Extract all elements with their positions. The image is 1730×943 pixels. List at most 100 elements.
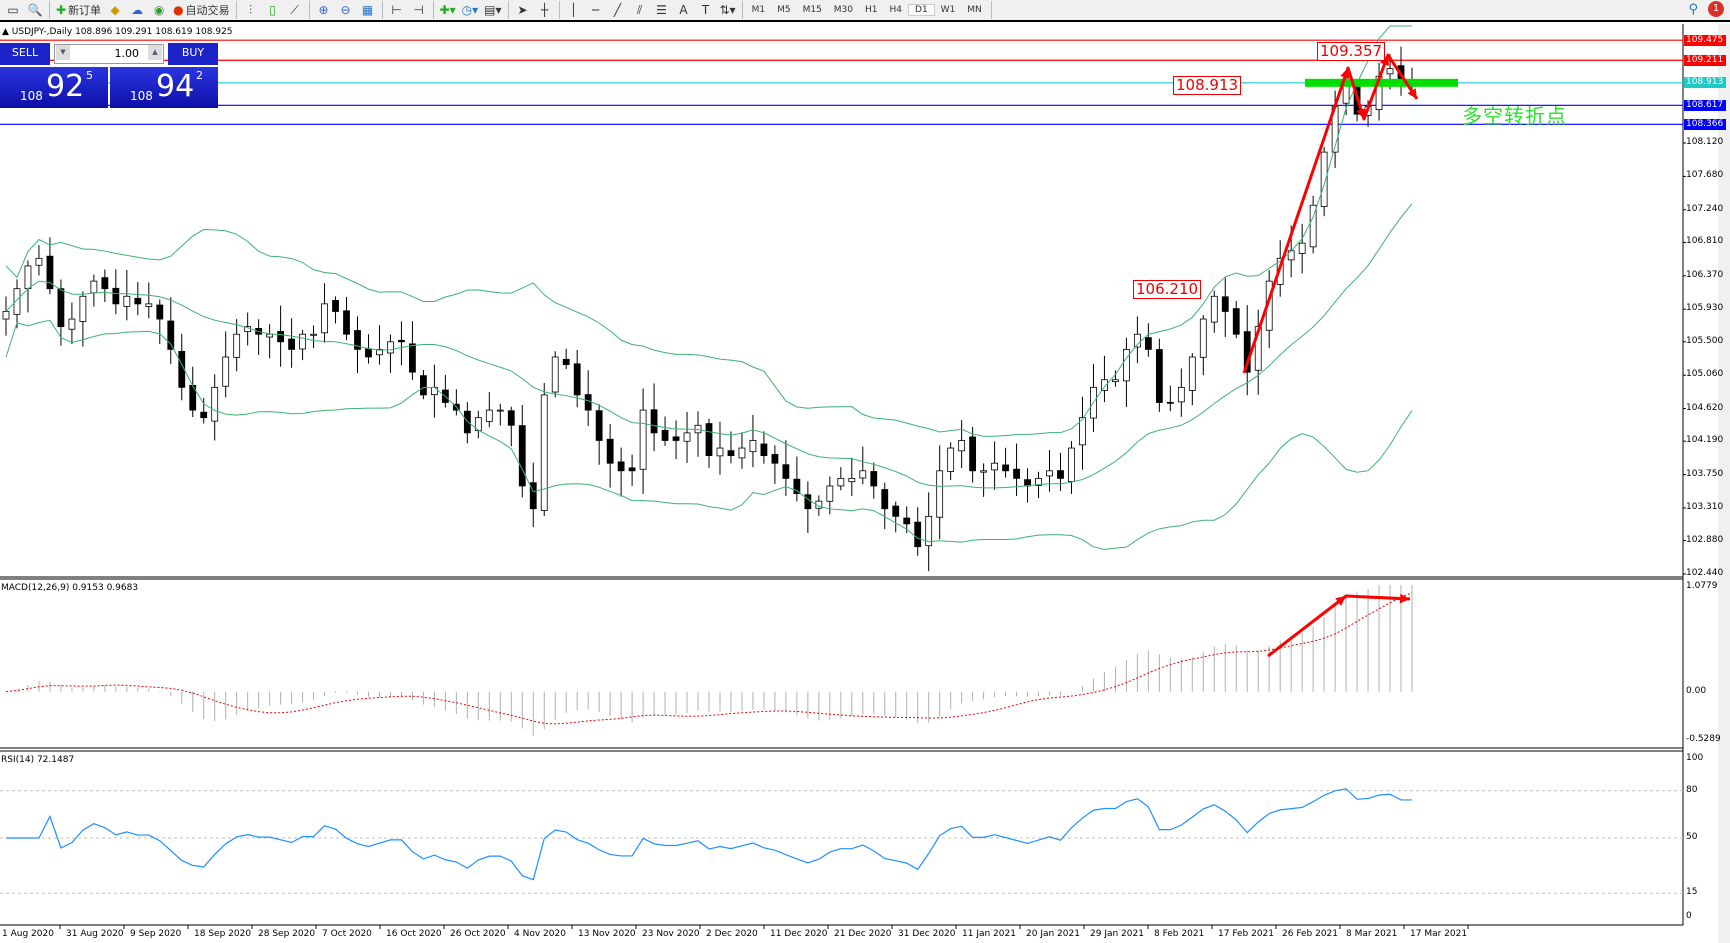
date-axis-label: 4 Nov 2020 bbox=[514, 929, 566, 939]
text-label-icon[interactable]: T bbox=[701, 3, 710, 17]
candle-body bbox=[1101, 379, 1108, 391]
price-axis-label: 106.370 bbox=[1686, 269, 1724, 280]
timeframe-h1[interactable]: H1 bbox=[865, 5, 878, 15]
bollinger-middle bbox=[5, 203, 1413, 489]
price-label-high[interactable]: 109.357 bbox=[1317, 42, 1386, 61]
candle-body bbox=[771, 454, 779, 464]
candle-body bbox=[156, 304, 164, 320]
price-arrow-head bbox=[1407, 88, 1417, 99]
pivot-text[interactable]: 多空转折点 bbox=[1462, 104, 1567, 128]
candle-body bbox=[222, 356, 230, 387]
channel-icon[interactable]: ⫽ bbox=[636, 2, 643, 17]
timeframe-m5[interactable]: M5 bbox=[777, 5, 791, 15]
date-axis-label: 29 Jan 2021 bbox=[1090, 929, 1144, 939]
candle-body bbox=[573, 363, 581, 396]
sell-price-button[interactable]: 108 92 5 bbox=[0, 67, 108, 108]
timeframe-mn[interactable]: MN bbox=[967, 5, 982, 15]
price-label-low[interactable]: 106.210 bbox=[1133, 280, 1202, 299]
macd-arrow-head bbox=[1335, 596, 1346, 606]
buy-button[interactable]: BUY bbox=[168, 43, 218, 65]
market-watch-icon[interactable]: ◆ bbox=[110, 3, 120, 17]
radio-icon[interactable]: ◉ bbox=[153, 3, 165, 17]
date-axis-label: 31 Aug 2020 bbox=[66, 929, 124, 939]
candle-body bbox=[57, 288, 65, 328]
vertical-line-icon[interactable]: │ bbox=[569, 3, 578, 17]
lot-decrease-button[interactable]: ▼ bbox=[56, 45, 70, 60]
trendline-icon[interactable]: ╱ bbox=[613, 3, 622, 17]
zoom-window-icon[interactable]: 🔍 bbox=[27, 3, 43, 17]
symbol-title: ▲ USDJPY-,Daily 108.896 109.291 108.619 … bbox=[2, 27, 233, 37]
templates-icon[interactable]: ▤▾ bbox=[484, 3, 502, 17]
chart-window-icon[interactable]: ▭ bbox=[7, 3, 19, 17]
search-icon[interactable]: ⚲ bbox=[1688, 1, 1698, 17]
price-axis-label: 108.120 bbox=[1686, 137, 1724, 147]
tile-windows-icon[interactable]: ▦ bbox=[361, 3, 374, 17]
indicators-icon[interactable]: ✚▾ bbox=[439, 3, 456, 17]
divider bbox=[49, 1, 50, 19]
crosshair-icon[interactable]: ┼ bbox=[540, 3, 549, 17]
divider bbox=[235, 1, 237, 19]
candle-body bbox=[903, 517, 911, 525]
price-label-mid[interactable]: 108.913 bbox=[1173, 76, 1242, 95]
candle-body bbox=[914, 521, 922, 548]
candle-body bbox=[936, 470, 944, 518]
timeframe-m15[interactable]: M15 bbox=[802, 5, 822, 15]
candle-body bbox=[13, 288, 21, 315]
line-chart-icon[interactable]: ⟋ bbox=[290, 2, 299, 17]
date-axis-label: 8 Feb 2021 bbox=[1154, 929, 1205, 939]
fibonacci-icon[interactable]: ☰ bbox=[656, 3, 667, 17]
timeframe-w1[interactable]: W1 bbox=[940, 5, 956, 15]
auto-scroll-icon[interactable]: ⊢ bbox=[391, 3, 402, 17]
timeframe-m1[interactable]: M1 bbox=[751, 5, 766, 15]
macd-arrow bbox=[1267, 594, 1411, 658]
candle-body bbox=[980, 470, 988, 473]
cursor-icon[interactable]: ➤ bbox=[517, 3, 528, 17]
divider bbox=[990, 1, 992, 19]
timeframe-d1[interactable]: D1 bbox=[908, 4, 935, 16]
chart-shift-icon[interactable]: ⊣ bbox=[413, 3, 424, 17]
price-arrow-head bbox=[1340, 68, 1350, 79]
candle-body bbox=[562, 358, 570, 365]
lot-size-input[interactable]: 1.00 bbox=[54, 44, 164, 64]
vertical-scrollbar[interactable] bbox=[1718, 24, 1730, 943]
candle-body bbox=[409, 343, 416, 373]
price-axis-label: 107.240 bbox=[1686, 203, 1724, 214]
sell-button[interactable]: SELL bbox=[0, 43, 50, 65]
rsi-line bbox=[6, 788, 1412, 881]
timeframe-h4[interactable]: H4 bbox=[889, 5, 903, 15]
candle-body bbox=[925, 515, 933, 547]
bar-chart-icon[interactable]: ⫶ bbox=[249, 2, 253, 17]
notification-badge[interactable]: 1 bbox=[1708, 1, 1724, 17]
lot-increase-button[interactable]: ▲ bbox=[148, 45, 162, 60]
new-order-button[interactable]: ✚ 新订单 bbox=[56, 3, 102, 17]
candle-body bbox=[1320, 151, 1328, 207]
candle-body bbox=[46, 255, 54, 290]
auto-trading-button[interactable]: ● 自动交易 bbox=[173, 3, 230, 17]
text-icon[interactable]: A bbox=[679, 3, 688, 17]
divider bbox=[432, 1, 434, 19]
pivot-line bbox=[1305, 78, 1458, 87]
signals-icon[interactable]: ☁ bbox=[131, 3, 144, 17]
buy-price-button[interactable]: 108 94 2 bbox=[110, 67, 218, 108]
price-axis-label: 105.930 bbox=[1686, 303, 1724, 314]
candle-body bbox=[727, 450, 735, 457]
candle-body bbox=[760, 443, 768, 457]
candle-body bbox=[332, 300, 339, 312]
candle-body bbox=[211, 386, 219, 422]
collapse-icon[interactable]: ▲ bbox=[2, 27, 12, 37]
date-axis-label: 1 Aug 2020 bbox=[2, 929, 54, 939]
periods-icon[interactable]: ◷▾ bbox=[461, 3, 479, 17]
horizontal-line-icon[interactable]: ─ bbox=[591, 3, 600, 17]
zoom-in-icon[interactable]: ⊕ bbox=[318, 3, 329, 17]
candlestick-icon[interactable]: ▯ bbox=[269, 3, 276, 17]
candle-body bbox=[123, 295, 131, 307]
zoom-out-icon[interactable]: ⊖ bbox=[340, 3, 351, 17]
timeframe-m30[interactable]: M30 bbox=[833, 5, 854, 15]
macd-axis-label: 0.00 bbox=[1686, 685, 1707, 696]
arrows-icon[interactable]: ⇅▾ bbox=[719, 3, 736, 17]
candle-body bbox=[661, 429, 669, 441]
candle-body bbox=[496, 409, 504, 412]
candle-body bbox=[881, 489, 889, 510]
rsi-axis-label: 80 bbox=[1686, 784, 1698, 795]
